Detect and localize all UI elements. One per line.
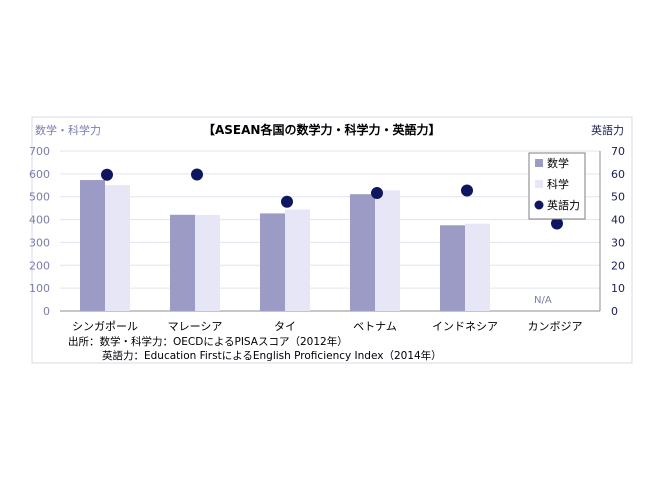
right-tick-label-6: 60	[611, 168, 625, 181]
left-tick-label-5: 500	[29, 191, 50, 204]
right-tick-label-3: 30	[611, 236, 625, 249]
na-annotation: N/A	[534, 295, 552, 306]
right-tick-label-5: 50	[611, 191, 625, 204]
category-labels: シンガポール マレーシア タイ ベトナム インドネシア カンボジア	[72, 320, 583, 333]
category-label-1: マレーシア	[168, 320, 223, 333]
category-label-3: ベトナム	[353, 320, 397, 333]
legend: 数学 科学 英語力	[528, 152, 586, 220]
left-tick-label-0: 0	[43, 305, 50, 318]
right-tick-label-7: 70	[611, 145, 625, 158]
category-label-2: タイ	[274, 320, 296, 333]
marker-english-4	[461, 184, 473, 197]
marker-english-5	[551, 217, 563, 230]
chart-title: 【ASEAN各国の数学力・科学力・英語力】	[203, 122, 440, 137]
legend-swatch-science	[535, 180, 543, 188]
right-tick-label-1: 10	[611, 282, 625, 295]
marker-english-0	[101, 168, 113, 181]
bar-science-3	[375, 190, 400, 311]
legend-label-science: 科学	[547, 177, 569, 191]
bar-math-3	[350, 194, 375, 311]
left-tick-label-6: 600	[29, 168, 50, 181]
left-tick-label-2: 200	[29, 259, 50, 272]
bar-science-1	[195, 215, 220, 311]
bar-science-2	[285, 209, 310, 311]
source-line-1: 出所：数学・科学力：OECDによるPISAスコア（2012年）	[68, 335, 348, 348]
category-label-0: シンガポール	[72, 320, 138, 333]
bar-math-0	[80, 180, 105, 311]
right-tick-label-4: 40	[611, 214, 625, 227]
bar-group	[80, 180, 490, 311]
right-axis-ticks: 0 10 20 30 40 50 60 70	[611, 145, 625, 318]
left-axis-ticks: 0 100 200 300 400 500 600 700	[29, 145, 50, 318]
source-line-2: 英語力：Education FirstによるEnglish Proficienc…	[102, 349, 442, 362]
legend-label-math: 数学	[547, 156, 569, 170]
left-tick-label-4: 400	[29, 214, 50, 227]
legend-swatch-math	[535, 159, 543, 167]
marker-english-3	[371, 187, 383, 200]
bar-math-4	[440, 225, 465, 311]
bar-science-0	[105, 185, 130, 311]
marker-english-2	[281, 195, 293, 208]
left-tick-label-7: 700	[29, 145, 50, 158]
right-tick-label-0: 0	[611, 305, 618, 318]
bar-math-1	[170, 214, 195, 311]
category-label-5: カンボジア	[528, 320, 583, 333]
legend-marker-english	[534, 200, 544, 210]
right-tick-label-2: 20	[611, 259, 625, 272]
left-tick-label-3: 300	[29, 236, 50, 249]
bar-science-4	[465, 223, 490, 311]
marker-english-1	[191, 168, 203, 181]
left-tick-label-1: 100	[29, 282, 50, 295]
marker-group	[101, 168, 563, 230]
category-label-4: インドネシア	[432, 320, 498, 333]
left-axis-label: 数学・科学力	[35, 123, 101, 137]
right-axis-label: 英語力	[591, 123, 624, 137]
legend-label-english: 英語力	[547, 198, 580, 212]
gridlines	[60, 150, 601, 312]
bar-math-2	[260, 213, 285, 311]
